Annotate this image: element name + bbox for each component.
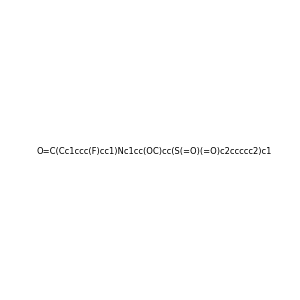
Text: O=C(Cc1ccc(F)cc1)Nc1cc(OC)cc(S(=O)(=O)c2ccccc2)c1: O=C(Cc1ccc(F)cc1)Nc1cc(OC)cc(S(=O)(=O)c2… xyxy=(36,147,272,156)
